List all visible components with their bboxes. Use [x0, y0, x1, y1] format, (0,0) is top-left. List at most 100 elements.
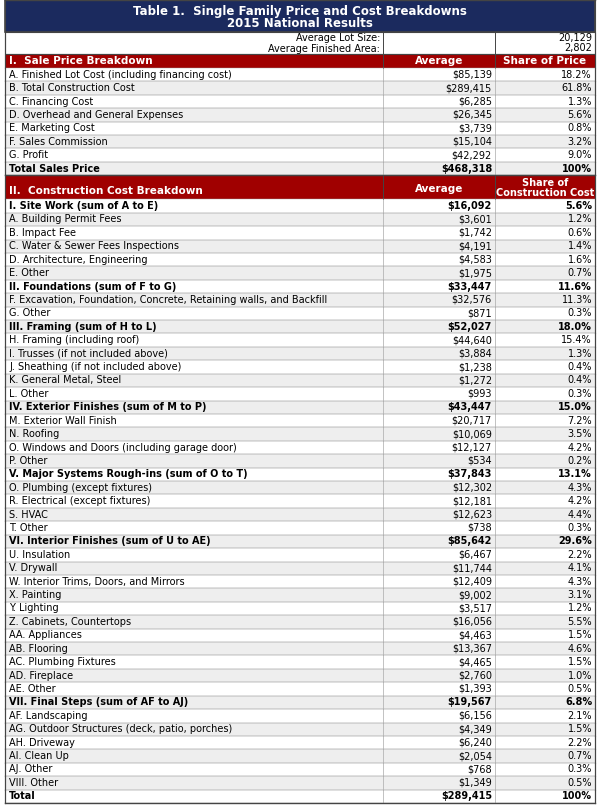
Text: $11,744: $11,744: [452, 563, 492, 573]
Text: Average: Average: [415, 183, 463, 194]
Bar: [5, 320, 595, 333]
Bar: [5, 54, 595, 68]
Text: C. Water & Sewer Fees Inspections: C. Water & Sewer Fees Inspections: [9, 241, 179, 251]
Text: 5.6%: 5.6%: [565, 201, 592, 211]
Text: Total: Total: [9, 792, 36, 801]
Text: $6,240: $6,240: [458, 738, 492, 747]
Text: III. Framing (sum of H to L): III. Framing (sum of H to L): [9, 322, 157, 332]
Text: 100%: 100%: [562, 792, 592, 801]
Text: $37,843: $37,843: [448, 470, 492, 479]
Text: 9.0%: 9.0%: [568, 150, 592, 161]
Text: 6.8%: 6.8%: [565, 697, 592, 708]
Text: 4.6%: 4.6%: [568, 644, 592, 654]
Text: 3.5%: 3.5%: [568, 429, 592, 439]
Text: D. Architecture, Engineering: D. Architecture, Engineering: [9, 255, 148, 265]
Text: D. Overhead and General Expenses: D. Overhead and General Expenses: [9, 110, 183, 120]
Text: $289,415: $289,415: [446, 83, 492, 93]
Bar: [5, 642, 595, 655]
Text: 4.4%: 4.4%: [568, 509, 592, 520]
Bar: [5, 266, 595, 280]
Text: 20,129: 20,129: [558, 33, 592, 43]
Bar: [5, 615, 595, 629]
Bar: [5, 682, 595, 696]
Bar: [5, 280, 595, 293]
Text: I. Site Work (sum of A to E): I. Site Work (sum of A to E): [9, 201, 158, 211]
Text: IV. Exterior Finishes (sum of M to P): IV. Exterior Finishes (sum of M to P): [9, 402, 206, 412]
Text: AH. Driveway: AH. Driveway: [9, 738, 75, 747]
Bar: [5, 535, 595, 548]
Text: $12,127: $12,127: [452, 442, 492, 453]
Text: E. Other: E. Other: [9, 268, 49, 278]
Text: 3.2%: 3.2%: [568, 136, 592, 147]
Text: $20,717: $20,717: [452, 416, 492, 425]
Text: Average Finished Area:: Average Finished Area:: [268, 44, 380, 53]
Text: $1,975: $1,975: [458, 268, 492, 278]
Text: $3,739: $3,739: [458, 123, 492, 133]
Text: $19,567: $19,567: [448, 697, 492, 708]
Bar: [5, 387, 595, 400]
Text: 1.0%: 1.0%: [568, 671, 592, 680]
Bar: [5, 602, 595, 615]
Text: $26,345: $26,345: [452, 110, 492, 120]
Bar: [5, 548, 595, 562]
Bar: [5, 789, 595, 803]
Text: 0.4%: 0.4%: [568, 375, 592, 386]
Text: $44,640: $44,640: [452, 335, 492, 345]
Text: $12,181: $12,181: [452, 496, 492, 506]
Text: 1.3%: 1.3%: [568, 349, 592, 358]
Bar: [5, 629, 595, 642]
Bar: [5, 68, 595, 82]
Text: Average Lot Size:: Average Lot Size:: [296, 33, 380, 43]
Text: $4,465: $4,465: [458, 657, 492, 667]
Bar: [5, 709, 595, 722]
Text: 7.2%: 7.2%: [568, 416, 592, 425]
Text: $1,349: $1,349: [458, 778, 492, 788]
Text: 2.2%: 2.2%: [568, 738, 592, 747]
Bar: [5, 575, 595, 588]
Text: Y. Lighting: Y. Lighting: [9, 604, 59, 613]
Text: 1.5%: 1.5%: [568, 657, 592, 667]
Text: X. Painting: X. Painting: [9, 590, 61, 600]
Text: 2015 National Results: 2015 National Results: [227, 16, 373, 30]
Text: 15.4%: 15.4%: [562, 335, 592, 345]
Text: Construction Cost: Construction Cost: [496, 187, 594, 198]
Bar: [5, 32, 595, 54]
Bar: [5, 253, 595, 266]
Text: 0.3%: 0.3%: [568, 308, 592, 318]
Text: 1.3%: 1.3%: [568, 97, 592, 107]
Bar: [5, 0, 595, 32]
Text: A. Finished Lot Cost (including financing cost): A. Finished Lot Cost (including financin…: [9, 69, 232, 80]
Bar: [5, 213, 595, 226]
Bar: [5, 293, 595, 307]
Text: N. Roofing: N. Roofing: [9, 429, 59, 439]
Text: 61.8%: 61.8%: [562, 83, 592, 93]
Text: Total Sales Price: Total Sales Price: [9, 164, 100, 174]
Text: $85,642: $85,642: [448, 537, 492, 546]
Text: 5.6%: 5.6%: [568, 110, 592, 120]
Text: 4.1%: 4.1%: [568, 563, 592, 573]
Text: 4.3%: 4.3%: [568, 483, 592, 493]
Text: G. Profit: G. Profit: [9, 150, 48, 161]
Text: E. Marketing Cost: E. Marketing Cost: [9, 123, 95, 133]
Text: 5.5%: 5.5%: [568, 617, 592, 627]
Text: AF. Landscaping: AF. Landscaping: [9, 711, 88, 721]
Text: H. Framing (including roof): H. Framing (including roof): [9, 335, 139, 345]
Bar: [5, 481, 595, 495]
Bar: [5, 495, 595, 508]
Text: $3,884: $3,884: [458, 349, 492, 358]
Text: VI. Interior Finishes (sum of U to AE): VI. Interior Finishes (sum of U to AE): [9, 537, 211, 546]
Bar: [5, 135, 595, 148]
Text: $4,349: $4,349: [458, 724, 492, 734]
Text: AC. Plumbing Fixtures: AC. Plumbing Fixtures: [9, 657, 116, 667]
Text: 29.6%: 29.6%: [558, 537, 592, 546]
Bar: [5, 162, 595, 175]
Text: R. Electrical (except fixtures): R. Electrical (except fixtures): [9, 496, 151, 506]
Text: 0.7%: 0.7%: [568, 751, 592, 761]
Text: $16,092: $16,092: [448, 201, 492, 211]
Text: AD. Fireplace: AD. Fireplace: [9, 671, 73, 680]
Text: Z. Cabinets, Countertops: Z. Cabinets, Countertops: [9, 617, 131, 627]
Text: $1,742: $1,742: [458, 228, 492, 238]
Bar: [5, 736, 595, 750]
Text: W. Interior Trims, Doors, and Mirrors: W. Interior Trims, Doors, and Mirrors: [9, 577, 185, 587]
Text: $6,467: $6,467: [458, 550, 492, 560]
